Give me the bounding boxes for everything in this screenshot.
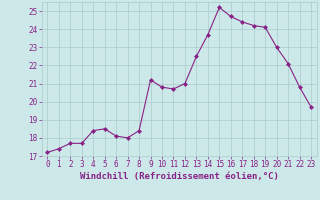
- X-axis label: Windchill (Refroidissement éolien,°C): Windchill (Refroidissement éolien,°C): [80, 172, 279, 181]
